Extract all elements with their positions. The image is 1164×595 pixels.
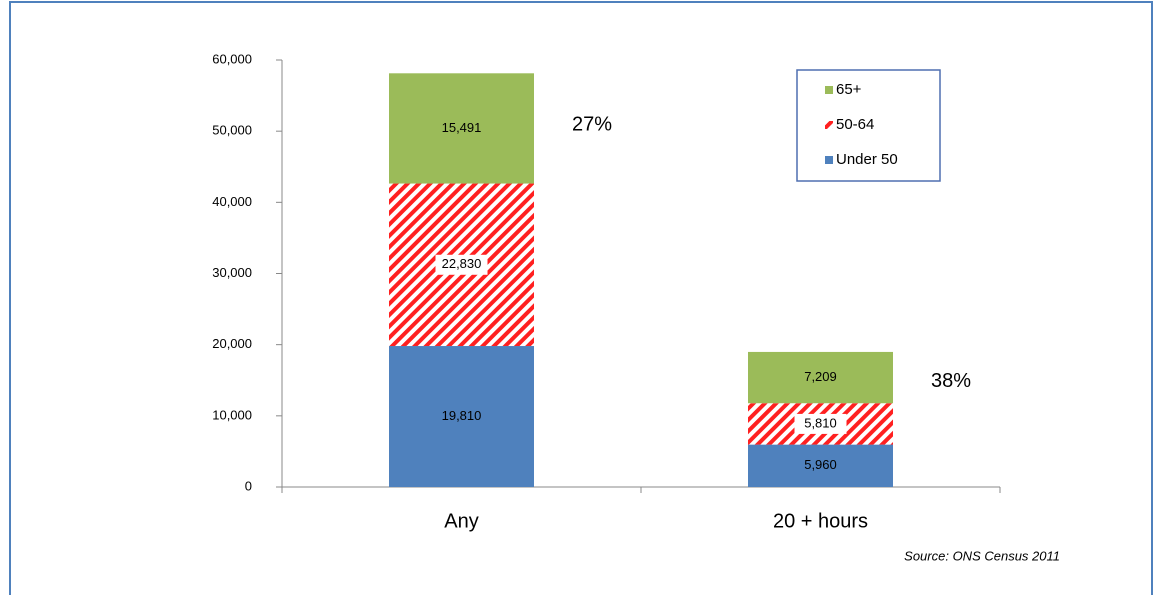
y-tick-label: 60,000 xyxy=(212,51,252,66)
bar-segment xyxy=(748,351,893,404)
y-tick-label: 50,000 xyxy=(212,123,252,138)
x-tick-label: Any xyxy=(444,510,478,532)
data-label: 19,810 xyxy=(442,408,482,423)
legend-label: 50-64 xyxy=(836,116,874,133)
source: Source: ONS Census 2011 xyxy=(904,548,1060,563)
legend-label: 65+ xyxy=(836,81,862,98)
data-label: 15,491 xyxy=(442,120,482,135)
legend-swatch xyxy=(825,156,833,164)
bar-segment xyxy=(748,444,893,487)
legend-swatch xyxy=(825,86,833,94)
y-tick-label: 20,000 xyxy=(212,336,252,351)
legend-box xyxy=(796,69,941,182)
y-tick-label: 40,000 xyxy=(212,194,252,209)
data-label: 5,810 xyxy=(804,415,837,430)
data-label: 5,960 xyxy=(804,457,837,472)
annotation: 27% xyxy=(572,114,612,136)
annotation: 38% xyxy=(931,370,971,392)
label-bg xyxy=(794,413,847,434)
data-label: 7,209 xyxy=(804,369,837,384)
y-tick-label: 10,000 xyxy=(212,407,252,422)
data-label: 22,830 xyxy=(442,256,482,271)
legend-swatch xyxy=(825,121,833,129)
y-tick-label: 30,000 xyxy=(212,265,252,280)
bar-segment xyxy=(389,346,534,487)
legend-label: Under 50 xyxy=(836,151,898,168)
bar-segment xyxy=(389,73,534,184)
x-tick-label: 20 + hours xyxy=(773,510,868,532)
label-bg xyxy=(435,254,488,275)
y-tick-label: 0 xyxy=(245,478,252,493)
frame xyxy=(9,1,1153,595)
